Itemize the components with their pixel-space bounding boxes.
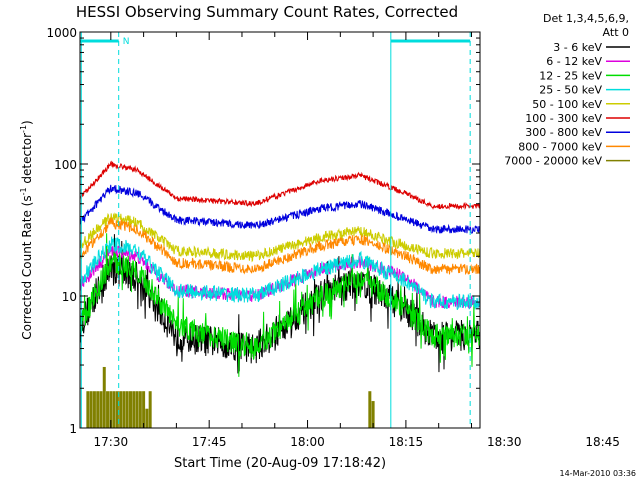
x-tick-label: 18:15 (389, 435, 424, 449)
legend-header-line: Att 0 (603, 26, 629, 39)
chart-title: HESSI Observing Summary Count Rates, Cor… (76, 3, 458, 21)
y-axis-label: Corrected Count Rate (s-1 detector-1) (19, 120, 34, 339)
x-tick-label: 17:30 (94, 435, 129, 449)
x-tick-label: 18:30 (487, 435, 522, 449)
y-tick-label: 1 (69, 422, 77, 436)
legend-header-line: Det 1,3,4,5,6,9, (543, 12, 629, 25)
legend-entry-label: 3 - 6 keV (553, 41, 602, 54)
y-tick-label: 1000 (46, 26, 77, 40)
series-line-12-25-kev (80, 233, 480, 377)
legend-entry-label: 100 - 300 keV (525, 112, 602, 125)
series-line-300-800-kev (80, 184, 480, 235)
x-tick-label: 17:45 (192, 435, 227, 449)
series-line-50-100-kev (80, 212, 480, 263)
legend-entry-label: 12 - 25 keV (539, 69, 602, 82)
legend-entry-label: 50 - 100 keV (532, 98, 602, 111)
legend-entry-label: 6 - 12 keV (546, 55, 602, 68)
x-tick-label: 18:00 (290, 435, 325, 449)
series-line-25-50-kev (80, 236, 480, 310)
plot-frame (79, 31, 481, 429)
footer-date: 14-Mar-2010 03:36 (560, 469, 637, 478)
x-tick-label: 18:45 (585, 435, 620, 449)
legend-entry-label: 7000 - 20000 keV (504, 155, 602, 168)
series-line-100-300-kev (80, 160, 480, 211)
series-line-800-7000-kev (80, 216, 480, 276)
data-series-group (80, 32, 480, 428)
legend-entry-label: 300 - 800 keV (525, 126, 602, 139)
legend-entry-label: 25 - 50 keV (539, 84, 602, 97)
y-tick-label: 10 (62, 290, 77, 304)
annotation-n: N (123, 37, 130, 47)
legend-entry-label: 800 - 7000 keV (518, 140, 602, 153)
y-tick-label: 100 (54, 158, 77, 172)
x-axis-label: Start Time (20-Aug-09 17:18:42) (174, 456, 386, 471)
